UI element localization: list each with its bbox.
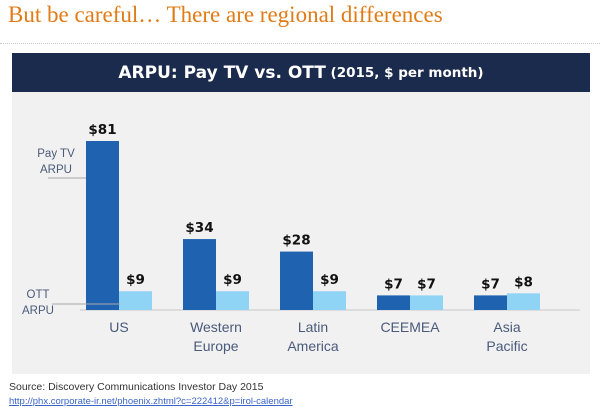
series-label-paytv-1: ARPU bbox=[40, 164, 72, 176]
data-label-ott-3: $7 bbox=[417, 276, 436, 292]
bar-paytv-1 bbox=[183, 239, 216, 310]
data-label-ott-2: $9 bbox=[320, 272, 339, 288]
category-label-1-1: Europe bbox=[193, 338, 238, 354]
data-label-ott-1: $9 bbox=[223, 272, 242, 288]
data-label-paytv-4: $7 bbox=[481, 276, 500, 292]
data-label-ott-4: $8 bbox=[514, 274, 533, 290]
data-label-paytv-3: $7 bbox=[384, 276, 403, 292]
chart-title-banner: ARPU: Pay TV vs. OTT (2015, $ per month) bbox=[12, 53, 590, 92]
source-link[interactable]: http://phx.corporate-ir.net/phoenix.zhtm… bbox=[9, 396, 293, 407]
category-label-0-0: US bbox=[109, 319, 128, 335]
title-divider bbox=[0, 43, 600, 44]
bar-ott-2 bbox=[313, 291, 346, 310]
chart-subtitle: (2015, $ per month) bbox=[325, 64, 484, 81]
bar-ott-0 bbox=[119, 291, 152, 310]
category-label-3-0: CEEMEA bbox=[380, 319, 440, 335]
series-label-ott-0: OTT bbox=[27, 289, 50, 301]
source-note: Source: Discovery Communications Investo… bbox=[9, 381, 264, 393]
bar-paytv-2 bbox=[280, 251, 313, 310]
bar-ott-4 bbox=[507, 293, 540, 310]
data-label-paytv-2: $28 bbox=[282, 233, 310, 249]
category-label-1-0: Western bbox=[190, 319, 242, 335]
data-label-ott-0: $9 bbox=[126, 272, 145, 288]
series-label-ott-1: ARPU bbox=[22, 305, 54, 317]
bar-chart: $81 $9 US $34 $9 Western Europe $28 $9 Latin Ameri… bbox=[22, 122, 580, 354]
bar-ott-3 bbox=[410, 295, 443, 310]
slide-title: But be careful… There are regional diffe… bbox=[8, 2, 443, 27]
bar-ott-1 bbox=[216, 291, 249, 310]
category-label-2-1: America bbox=[287, 338, 339, 354]
bar-paytv-0 bbox=[86, 141, 119, 310]
data-label-paytv-1: $34 bbox=[185, 220, 213, 236]
category-label-4-0: Asia bbox=[493, 319, 520, 335]
bar-paytv-4 bbox=[474, 295, 507, 310]
series-label-paytv-0: Pay TV bbox=[37, 148, 75, 160]
chart-title: ARPU: Pay TV vs. OTT bbox=[118, 62, 326, 83]
category-label-2-0: Latin bbox=[298, 319, 328, 335]
bar-paytv-3 bbox=[377, 295, 410, 310]
category-label-4-1: Pacific bbox=[486, 338, 527, 354]
data-label-paytv-0: $81 bbox=[88, 122, 116, 138]
